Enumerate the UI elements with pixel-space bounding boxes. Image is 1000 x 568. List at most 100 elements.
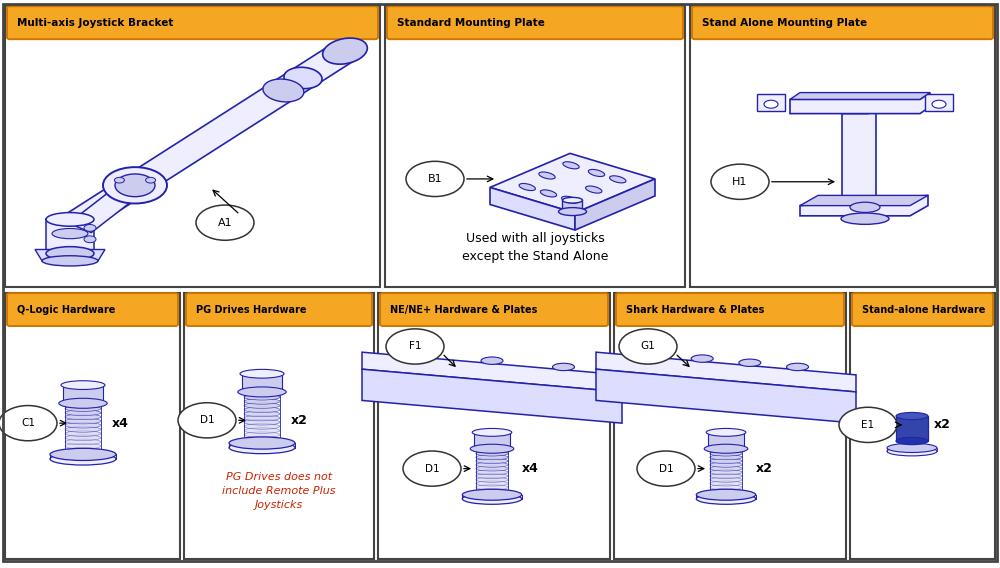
- Ellipse shape: [178, 403, 236, 438]
- Ellipse shape: [470, 444, 514, 453]
- Text: Shark Hardware & Plates: Shark Hardware & Plates: [626, 304, 764, 315]
- Circle shape: [115, 174, 155, 197]
- Ellipse shape: [710, 474, 742, 478]
- Ellipse shape: [65, 427, 101, 432]
- Ellipse shape: [476, 492, 508, 497]
- Ellipse shape: [476, 470, 508, 475]
- Ellipse shape: [540, 190, 557, 197]
- Text: x4: x4: [522, 462, 539, 475]
- Ellipse shape: [410, 350, 432, 358]
- Text: Q-Logic Hardware: Q-Logic Hardware: [17, 304, 115, 315]
- Ellipse shape: [710, 470, 742, 475]
- Ellipse shape: [476, 474, 508, 478]
- FancyBboxPatch shape: [7, 293, 178, 326]
- Ellipse shape: [65, 414, 101, 420]
- Ellipse shape: [244, 440, 280, 446]
- Bar: [850, 293, 995, 559]
- FancyBboxPatch shape: [7, 6, 378, 39]
- Text: E1: E1: [861, 420, 875, 430]
- FancyBboxPatch shape: [692, 6, 993, 39]
- Ellipse shape: [539, 172, 555, 179]
- Ellipse shape: [52, 228, 88, 239]
- Text: D1: D1: [200, 415, 214, 425]
- Ellipse shape: [710, 466, 742, 471]
- Polygon shape: [800, 195, 928, 206]
- Ellipse shape: [65, 410, 101, 416]
- Ellipse shape: [46, 247, 94, 260]
- Ellipse shape: [65, 448, 101, 453]
- Ellipse shape: [887, 446, 937, 456]
- Ellipse shape: [65, 435, 101, 441]
- Text: Stand Alone Mounting Plate: Stand Alone Mounting Plate: [702, 18, 867, 28]
- Polygon shape: [490, 187, 575, 230]
- Ellipse shape: [386, 329, 444, 364]
- Text: D1: D1: [659, 463, 673, 474]
- Ellipse shape: [65, 439, 101, 445]
- Polygon shape: [708, 432, 744, 449]
- Ellipse shape: [244, 432, 280, 437]
- Ellipse shape: [462, 489, 522, 500]
- Text: x2: x2: [756, 462, 773, 475]
- Circle shape: [114, 177, 124, 183]
- Ellipse shape: [244, 419, 280, 425]
- Ellipse shape: [619, 329, 677, 364]
- Ellipse shape: [552, 364, 574, 370]
- Ellipse shape: [323, 38, 367, 64]
- Polygon shape: [242, 374, 282, 392]
- Ellipse shape: [696, 489, 756, 500]
- Ellipse shape: [710, 492, 742, 497]
- Ellipse shape: [50, 453, 116, 465]
- Ellipse shape: [476, 455, 508, 460]
- Text: A1: A1: [218, 218, 232, 228]
- FancyBboxPatch shape: [380, 293, 608, 326]
- Polygon shape: [52, 44, 358, 237]
- Ellipse shape: [610, 176, 626, 183]
- Bar: [378, 293, 610, 559]
- Polygon shape: [362, 352, 622, 392]
- Text: Multi-axis Joystick Bracket: Multi-axis Joystick Bracket: [17, 18, 173, 28]
- Ellipse shape: [887, 443, 937, 453]
- Bar: [5, 293, 180, 559]
- Polygon shape: [562, 201, 582, 212]
- Ellipse shape: [263, 79, 304, 102]
- Polygon shape: [925, 94, 953, 111]
- Ellipse shape: [244, 428, 280, 433]
- Ellipse shape: [244, 403, 280, 408]
- Ellipse shape: [558, 208, 586, 216]
- Ellipse shape: [850, 202, 880, 212]
- Ellipse shape: [59, 398, 107, 408]
- Ellipse shape: [710, 481, 742, 486]
- Ellipse shape: [588, 169, 605, 177]
- Ellipse shape: [0, 406, 57, 441]
- Ellipse shape: [476, 466, 508, 471]
- FancyBboxPatch shape: [616, 293, 844, 326]
- Ellipse shape: [403, 451, 461, 486]
- Text: B1: B1: [428, 174, 442, 184]
- Ellipse shape: [65, 418, 101, 424]
- Ellipse shape: [244, 407, 280, 412]
- Bar: [5, 6, 380, 287]
- Ellipse shape: [65, 423, 101, 428]
- Ellipse shape: [739, 359, 761, 366]
- Polygon shape: [596, 369, 856, 423]
- Ellipse shape: [196, 205, 254, 240]
- Ellipse shape: [562, 198, 582, 203]
- Ellipse shape: [710, 451, 742, 456]
- Ellipse shape: [896, 437, 928, 445]
- Circle shape: [146, 177, 156, 183]
- Ellipse shape: [462, 494, 522, 504]
- Ellipse shape: [244, 411, 280, 417]
- Bar: [385, 6, 685, 287]
- Ellipse shape: [704, 444, 748, 453]
- Ellipse shape: [637, 451, 695, 486]
- Ellipse shape: [711, 164, 769, 199]
- Polygon shape: [46, 219, 94, 253]
- Ellipse shape: [644, 350, 666, 358]
- Text: Stand-alone Hardware: Stand-alone Hardware: [862, 304, 985, 315]
- Ellipse shape: [839, 407, 897, 442]
- Ellipse shape: [244, 436, 280, 442]
- Polygon shape: [69, 181, 146, 233]
- Text: PG Drives Hardware: PG Drives Hardware: [196, 304, 306, 315]
- Text: x2: x2: [934, 419, 951, 431]
- Circle shape: [84, 236, 96, 243]
